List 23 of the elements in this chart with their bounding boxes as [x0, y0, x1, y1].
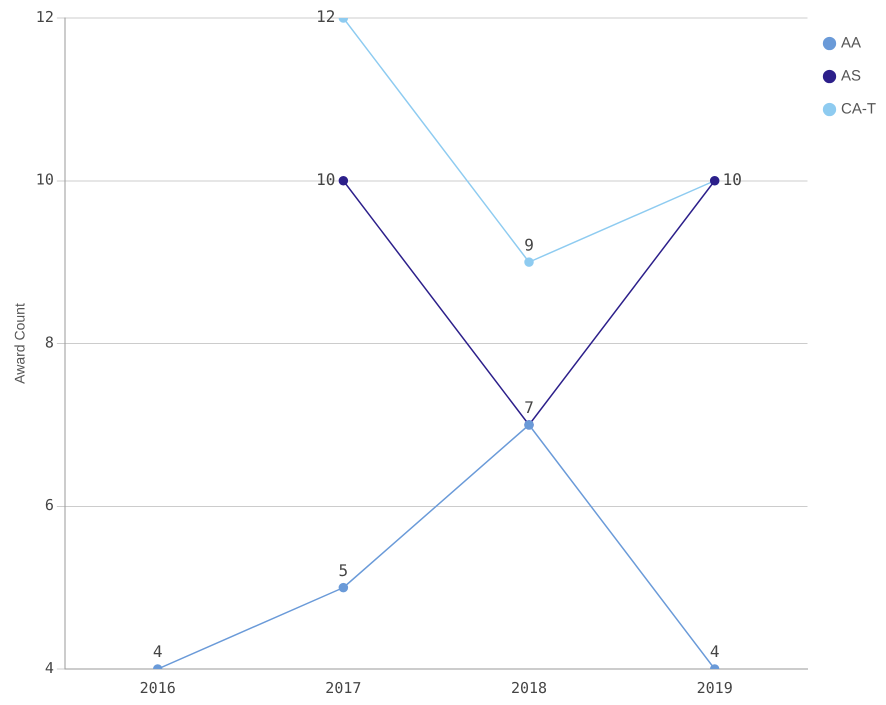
data-label: 10	[316, 170, 336, 189]
data-label: 4	[710, 642, 720, 662]
x-tick-label: 2019	[696, 678, 733, 697]
x-tick-label: 2018	[510, 678, 548, 697]
data-label: 9	[524, 235, 534, 254]
y-tick-label: 10	[36, 170, 54, 189]
data-label: 5	[338, 560, 348, 580]
y-tick-label: 4	[44, 658, 54, 677]
x-tick-label: 2016	[140, 678, 176, 697]
y-tick-label: 12	[36, 8, 54, 26]
data-label: 7	[524, 398, 534, 418]
data-label: 10	[722, 170, 742, 189]
y-axis-title: Award Count	[11, 303, 28, 384]
data-label: 12	[316, 7, 336, 26]
point	[524, 257, 534, 267]
point	[338, 176, 348, 186]
y-tick-label: 6	[44, 496, 54, 514]
legend-label: AS	[841, 68, 862, 85]
legend-label: AA	[841, 34, 862, 52]
data-label: 4	[152, 642, 163, 662]
y-tick-label: 8	[44, 333, 54, 352]
legend-label: CA-T	[841, 100, 876, 118]
x-tick-label: 2017	[325, 678, 362, 697]
